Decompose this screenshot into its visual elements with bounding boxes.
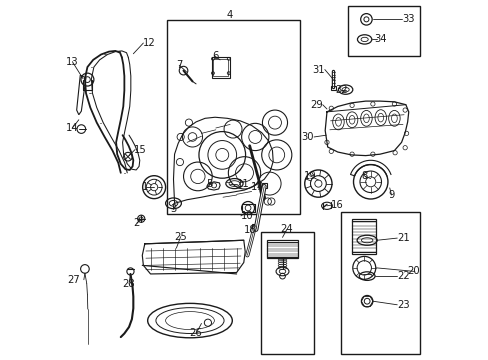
- Text: 31: 31: [311, 64, 324, 75]
- Text: 1: 1: [142, 182, 148, 192]
- Text: 10: 10: [241, 211, 253, 221]
- Text: 9: 9: [387, 190, 394, 200]
- Text: 16: 16: [330, 200, 344, 210]
- Text: 4: 4: [226, 10, 232, 20]
- Bar: [351, 220, 376, 253]
- Text: 18: 18: [244, 225, 256, 235]
- Text: 17: 17: [250, 182, 263, 192]
- Bar: [261, 183, 267, 188]
- Text: 21: 21: [396, 233, 409, 243]
- Text: 12: 12: [143, 38, 156, 48]
- Text: 11: 11: [236, 179, 249, 189]
- Bar: [348, 6, 419, 56]
- Bar: [211, 57, 230, 78]
- Text: 2: 2: [133, 218, 140, 228]
- Text: 24: 24: [280, 225, 292, 234]
- Bar: [330, 86, 335, 90]
- Text: 23: 23: [396, 300, 409, 310]
- Bar: [260, 232, 314, 354]
- Text: 6: 6: [211, 51, 218, 61]
- Text: 15: 15: [134, 144, 146, 154]
- Bar: [266, 240, 298, 258]
- Text: 14: 14: [66, 123, 79, 133]
- Text: 3: 3: [170, 204, 176, 214]
- Text: 8: 8: [361, 171, 367, 181]
- Text: 7: 7: [176, 60, 182, 70]
- Text: 13: 13: [66, 57, 79, 67]
- Text: 5: 5: [206, 179, 212, 189]
- Text: 22: 22: [396, 271, 409, 281]
- Bar: [251, 225, 257, 229]
- Text: 32: 32: [334, 85, 347, 95]
- Text: 28: 28: [122, 279, 135, 289]
- Text: 19: 19: [303, 171, 316, 181]
- Text: 29: 29: [309, 100, 322, 110]
- Text: 34: 34: [373, 35, 386, 44]
- Bar: [341, 212, 419, 354]
- Text: 33: 33: [402, 14, 414, 24]
- Text: 30: 30: [301, 132, 313, 142]
- Bar: [213, 59, 228, 76]
- Text: 26: 26: [189, 328, 202, 338]
- Text: 20: 20: [406, 266, 419, 276]
- Text: 25: 25: [174, 232, 186, 242]
- Text: 27: 27: [67, 275, 80, 285]
- Bar: [167, 21, 300, 214]
